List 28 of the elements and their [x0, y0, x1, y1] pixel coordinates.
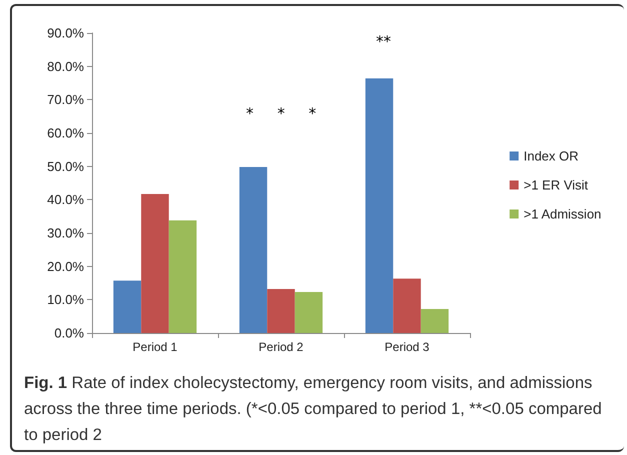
y-tick-label: 70.0%: [47, 92, 84, 108]
y-tick-label: 10.0%: [47, 292, 84, 308]
bar: [294, 292, 323, 333]
y-tick-label: 0.0%: [54, 326, 84, 340]
legend-label: >1 ER Visit: [524, 178, 588, 192]
bar: [239, 167, 268, 333]
y-tick-label: 90.0%: [47, 26, 84, 40]
bar: [267, 289, 295, 333]
x-tick-label: Period 2: [258, 340, 304, 354]
legend-label: Index OR: [524, 148, 579, 164]
bar: [365, 78, 394, 333]
y-tick-label: 60.0%: [47, 126, 84, 140]
y-tick-label: 50.0%: [47, 158, 84, 174]
y-tick-label: 40.0%: [47, 192, 84, 208]
bar: [420, 309, 449, 333]
y-tick-label: 80.0%: [47, 58, 84, 74]
annotation: * * *: [246, 104, 317, 122]
bar: [168, 220, 197, 333]
x-tick-label: Period 1: [132, 340, 178, 354]
text: Fig. 1 Rate of index cholecystectomy, emergency room visits, and admissions across the three time periods. (*<0.05 compared to period 1, **<0.05 compared to period 2: [24, 373, 603, 446]
legend-label: >1 Admission: [524, 206, 602, 222]
y-tick-label: 20.0%: [47, 258, 84, 274]
bar: [141, 194, 169, 333]
annotation: **: [376, 32, 392, 50]
bar: [113, 280, 142, 333]
x-tick-label: Period 3: [384, 340, 430, 354]
bar: [393, 278, 421, 333]
y-tick-label: 30.0%: [47, 226, 84, 240]
